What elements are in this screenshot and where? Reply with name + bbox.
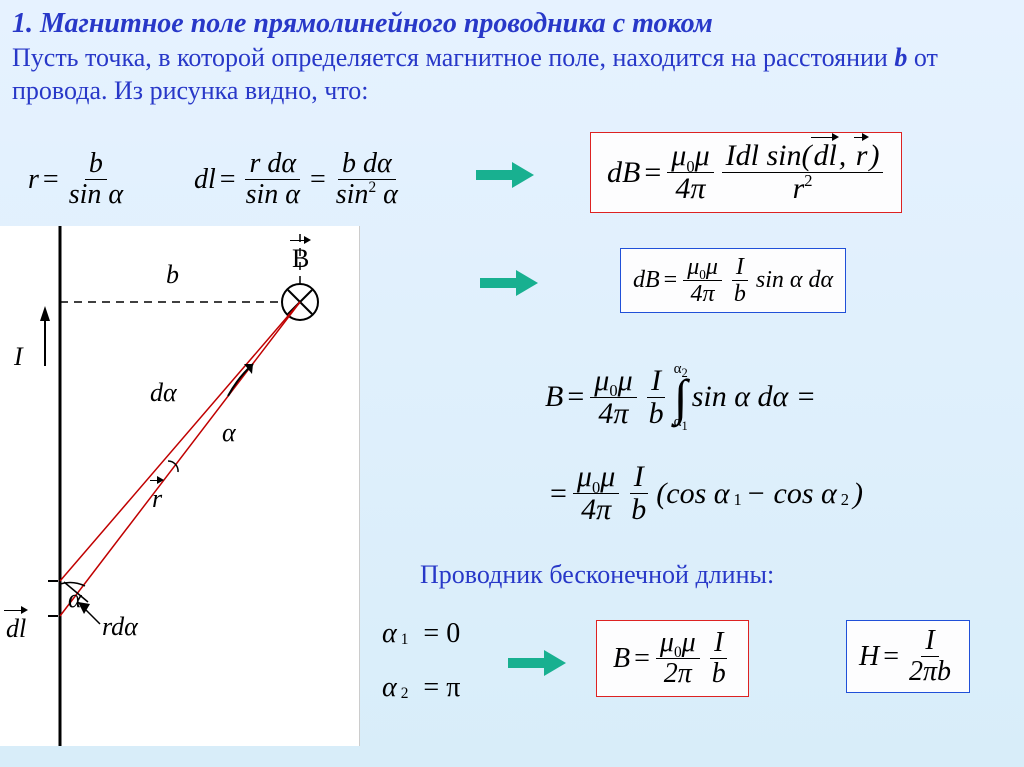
label-rdalpha: rdα (102, 612, 138, 642)
label-r: r (150, 484, 164, 514)
label-I: I (14, 342, 23, 372)
label-alpha: α (222, 418, 236, 448)
eq-B-integral: B= μ0μ4π Ib α2 ∫ α1 sin α dα = (545, 362, 816, 432)
arrow-icon (508, 650, 568, 676)
label-alpha2: α (68, 584, 82, 614)
eq-H-final: H= I2πb (846, 620, 970, 693)
arrow-icon (480, 270, 540, 296)
eq-B-result: = μ0μ4π Ib (cos α1 − cos α2) (550, 462, 863, 525)
diagram-svg (0, 226, 360, 746)
eq-dB-main: dB= μ0μ4π Idl sin(dl, r) r2 (590, 132, 902, 213)
eq-dl: dl= r dαsin α = b dαsin2 α (194, 150, 404, 209)
physics-diagram: b B I dα α r rdα α dl (0, 226, 360, 746)
eq-r: r= bsin α (28, 150, 129, 209)
integral-icon: α2 ∫ α1 (674, 362, 688, 432)
arrow-icon (476, 162, 536, 188)
eq-a1: α1 = 0 (382, 618, 460, 650)
label-B: B (290, 244, 311, 274)
label-b: b (166, 260, 179, 290)
subtitle-b: b (894, 43, 907, 72)
slide-title: 1. Магнитное поле прямолинейного проводн… (0, 0, 1024, 42)
eq-B-final: B= μ0μ2π Ib (596, 620, 749, 697)
infinite-conductor-note: Проводник бесконечной длины: (420, 560, 774, 590)
label-dalpha: dα (150, 378, 177, 408)
subtitle-pre: Пусть точка, в которой определяется магн… (12, 43, 894, 72)
label-dl: dl (4, 614, 28, 644)
vector-dl: dl (811, 141, 838, 171)
eq-dB2: dB= μ0μ4π Ib sin α dα (620, 248, 846, 313)
vector-r: r (854, 141, 870, 171)
slide-subtitle: Пусть точка, в которой определяется магн… (0, 42, 1024, 111)
eq-a2: α2 = π (382, 672, 460, 704)
